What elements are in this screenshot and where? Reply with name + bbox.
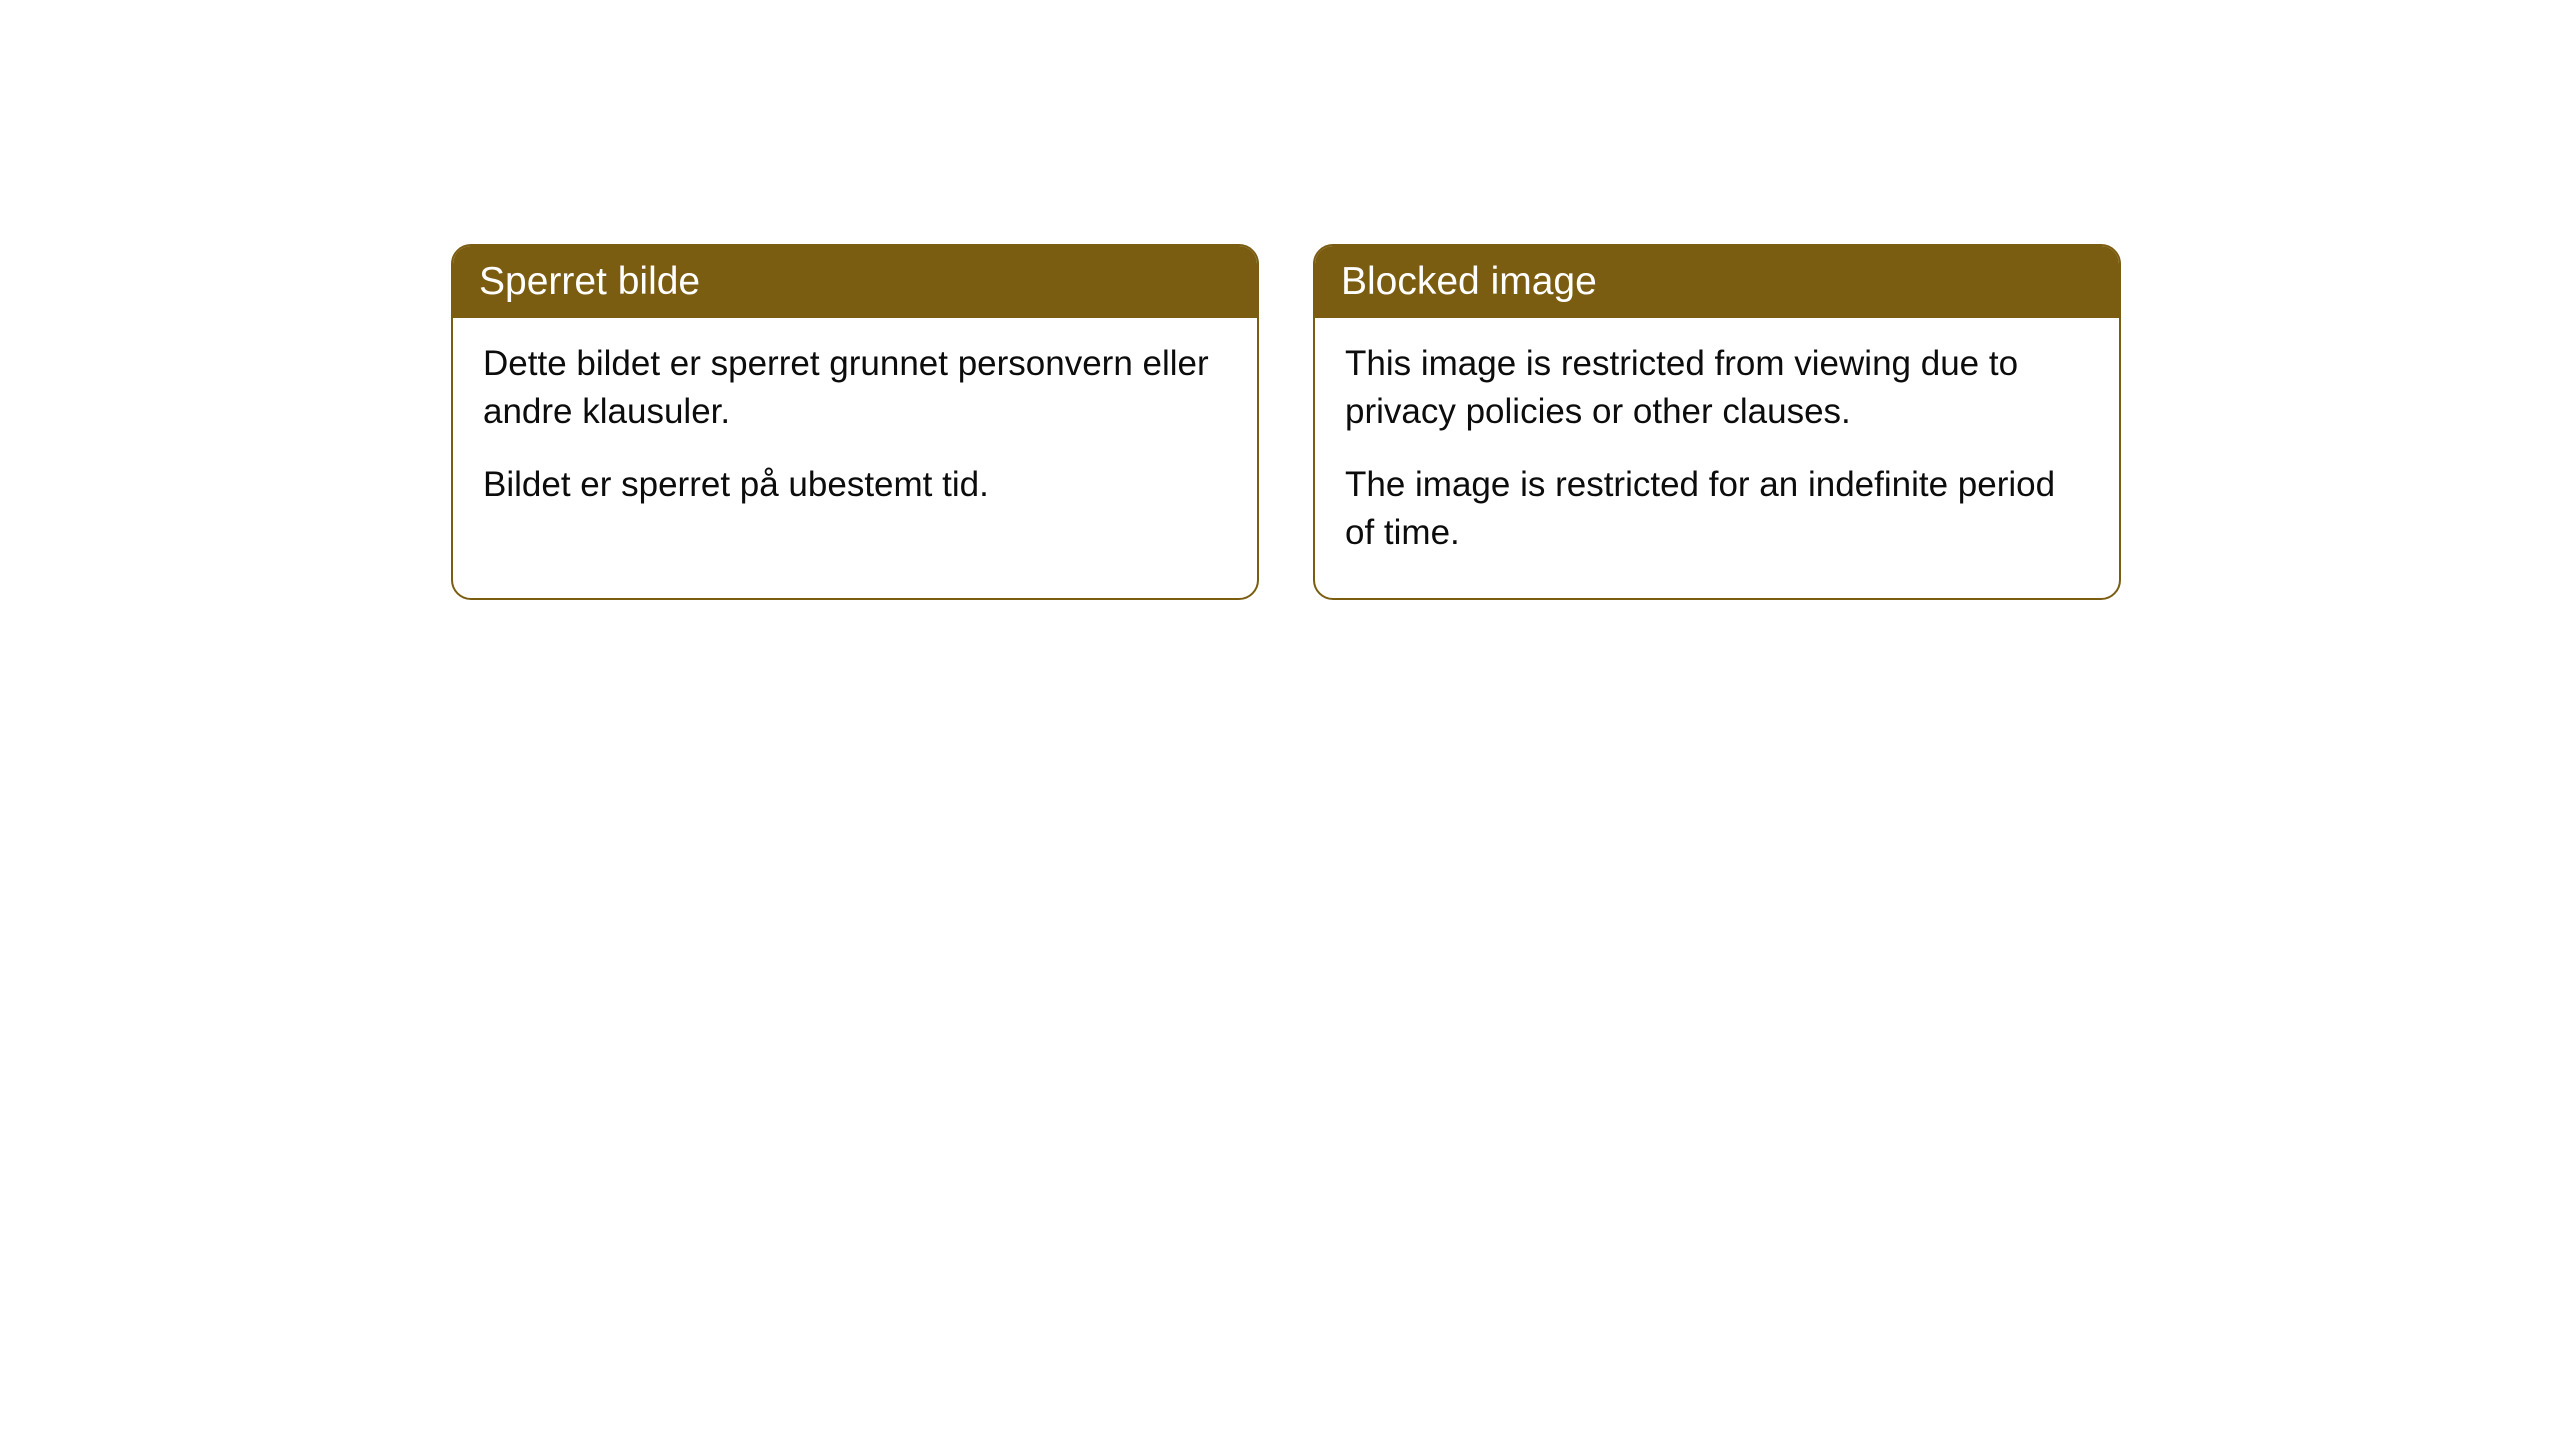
notice-card-norwegian: Sperret bilde Dette bildet er sperret gr… — [451, 244, 1259, 600]
card-body: Dette bildet er sperret grunnet personve… — [453, 318, 1257, 551]
card-title: Blocked image — [1341, 260, 1597, 303]
card-title: Sperret bilde — [479, 260, 700, 303]
notice-cards-container: Sperret bilde Dette bildet er sperret gr… — [451, 244, 2121, 600]
card-body: This image is restricted from viewing du… — [1315, 318, 2119, 598]
card-paragraph: Bildet er sperret på ubestemt tid. — [483, 461, 1227, 509]
card-paragraph: This image is restricted from viewing du… — [1345, 340, 2089, 435]
card-header: Sperret bilde — [453, 246, 1257, 318]
card-paragraph: The image is restricted for an indefinit… — [1345, 461, 2089, 556]
card-paragraph: Dette bildet er sperret grunnet personve… — [483, 340, 1227, 435]
card-header: Blocked image — [1315, 246, 2119, 318]
notice-card-english: Blocked image This image is restricted f… — [1313, 244, 2121, 600]
